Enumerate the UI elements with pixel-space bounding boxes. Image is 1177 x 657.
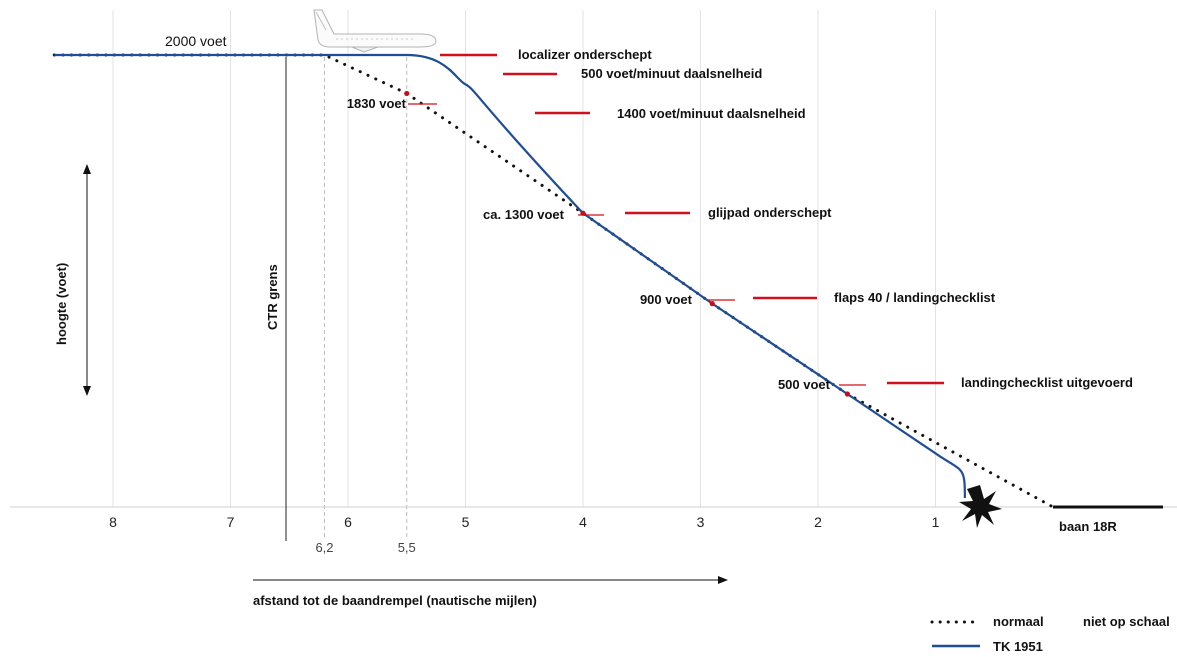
data-point [844, 391, 850, 397]
x-axis-label: afstand tot de baandrempel (nautische mi… [253, 593, 537, 608]
annotation-label: 500 voet/minuut daalsnelheid [581, 66, 762, 81]
x-tick-label: 8 [109, 514, 117, 530]
ctr-boundary-label: CTR grens [265, 264, 280, 330]
annotation-label: 1400 voet/minuut daalsnelheid [617, 106, 806, 121]
distance-marker-label: 6,2 [315, 540, 333, 555]
runway-label: baan 18R [1059, 519, 1117, 534]
series-lines [52, 53, 1055, 509]
data-point [404, 90, 410, 97]
y-axis-arrowhead-bottom [83, 386, 91, 396]
altitude-label: 500 voet [778, 377, 831, 392]
series-line-normaal [52, 53, 1055, 509]
altitude-label: ca. 1300 voet [483, 207, 565, 222]
x-tick-labels: 8 7 6 5 4 3 2 1 [109, 514, 940, 530]
y-axis-arrowhead-top [83, 164, 91, 174]
annotation-label: glijpad onderschept [708, 205, 832, 220]
legend: normaal TK 1951 niet op schaal [930, 614, 1170, 654]
crash-burst-icon [959, 485, 1002, 528]
x-tick-label: 2 [814, 514, 822, 530]
x-tick-label: 4 [579, 514, 587, 530]
altitude-label: 1830 voet [347, 96, 407, 111]
legend-label-normaal: normaal [993, 614, 1044, 629]
annotation-label: landingchecklist uitgevoerd [961, 375, 1133, 390]
annotation-label: flaps 40 / landingchecklist [834, 290, 996, 305]
distance-markers: 6,2 5,5 [315, 57, 416, 555]
annotation-label: localizer onderschept [518, 47, 652, 62]
x-tick-label: 5 [462, 514, 470, 530]
y-axis-label: hoogte (voet) [54, 263, 69, 345]
x-axis-arrowhead [718, 576, 728, 584]
level-label: 2000 voet [165, 33, 227, 49]
altitude-label: 900 voet [640, 292, 693, 307]
distance-marker-label: 5,5 [398, 540, 416, 555]
legend-label-tk1951: TK 1951 [993, 639, 1043, 654]
series-line-tk1951 [54, 53, 966, 498]
data-point [709, 301, 715, 307]
legend-note: niet op schaal [1083, 614, 1170, 629]
x-tick-label: 1 [932, 514, 940, 530]
x-tick-label: 6 [344, 514, 352, 530]
annotations: localizer onderschept 500 voet/minuut daa… [347, 47, 1133, 392]
x-tick-label: 7 [227, 514, 235, 530]
airplane-icon [313, 9, 437, 53]
grid-lines [112, 10, 936, 507]
x-tick-label: 3 [697, 514, 705, 530]
